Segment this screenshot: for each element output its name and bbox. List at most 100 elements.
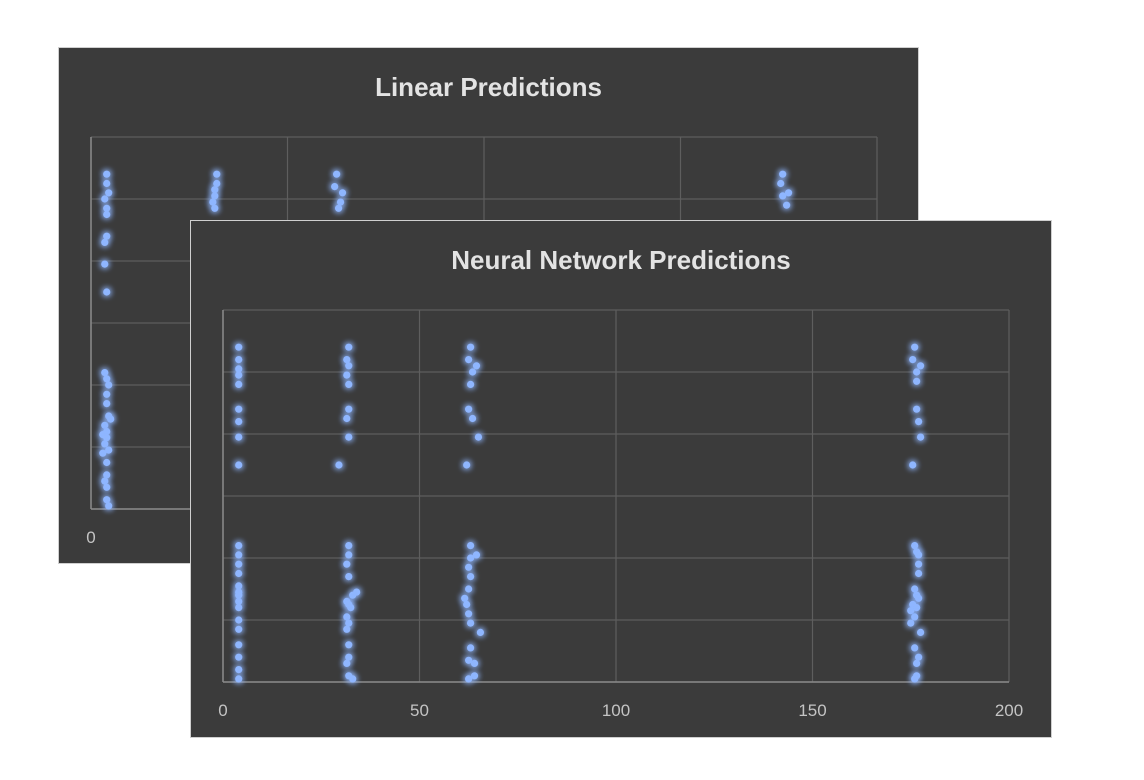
data-point xyxy=(470,659,479,667)
data-point xyxy=(913,659,921,667)
data-point xyxy=(909,356,917,364)
data-point xyxy=(335,461,343,469)
data-point xyxy=(465,610,473,618)
data-point xyxy=(235,666,243,674)
chart-title: Neural Network Predictions xyxy=(451,245,791,275)
data-point xyxy=(331,183,339,191)
data-point xyxy=(343,371,351,379)
data-point xyxy=(235,582,243,590)
data-point xyxy=(915,560,923,568)
data-point xyxy=(235,461,243,469)
data-point xyxy=(345,641,353,649)
nn-plot-area: 0 50 100 150 200 xyxy=(218,309,1023,720)
data-point xyxy=(101,195,109,203)
data-point xyxy=(107,415,115,423)
data-point xyxy=(99,449,107,457)
data-point xyxy=(784,189,793,197)
data-point xyxy=(915,551,923,559)
data-point xyxy=(103,483,111,491)
data-point xyxy=(913,368,921,376)
data-point xyxy=(777,179,785,188)
data-point xyxy=(213,179,221,188)
data-point xyxy=(101,369,109,377)
data-point xyxy=(465,585,473,593)
data-point xyxy=(345,405,353,413)
data-point xyxy=(909,461,917,469)
data-point xyxy=(101,440,109,448)
data-point xyxy=(235,616,243,624)
data-point xyxy=(103,210,111,219)
data-point xyxy=(345,433,353,441)
data-point xyxy=(468,368,477,376)
data-point xyxy=(103,471,111,479)
x-tick-label: 0 xyxy=(86,528,95,547)
data-point xyxy=(913,377,921,385)
data-point xyxy=(235,604,243,612)
data-point xyxy=(235,597,243,605)
data-point xyxy=(235,591,243,599)
x-tick-label: 100 xyxy=(602,701,630,720)
data-point xyxy=(103,400,111,408)
data-point xyxy=(470,672,479,680)
data-point xyxy=(911,613,919,621)
data-point xyxy=(913,405,921,413)
grid xyxy=(222,309,1010,683)
data-point xyxy=(472,551,481,559)
data-point xyxy=(343,414,351,423)
data-point xyxy=(105,502,113,510)
data-point xyxy=(103,496,111,504)
data-point xyxy=(235,560,243,568)
data-point xyxy=(465,356,473,364)
data-point xyxy=(345,653,353,661)
x-tick-label: 150 xyxy=(798,701,826,720)
data-point xyxy=(101,238,109,246)
data-point xyxy=(343,625,351,633)
data-point xyxy=(235,405,243,413)
data-point xyxy=(911,675,919,683)
data-point xyxy=(103,458,111,467)
data-point xyxy=(235,569,243,578)
data-point xyxy=(345,362,353,370)
data-point xyxy=(101,477,109,485)
data-point xyxy=(466,573,475,581)
data-point xyxy=(235,380,243,388)
data-point xyxy=(345,343,353,351)
x-tick-label: 200 xyxy=(995,701,1023,720)
data-point xyxy=(911,585,919,593)
data-point xyxy=(911,343,919,351)
data-point xyxy=(235,625,243,633)
series-predictions xyxy=(235,343,925,683)
data-point xyxy=(915,653,923,661)
data-point xyxy=(466,619,475,627)
data-point xyxy=(911,644,919,652)
data-point xyxy=(466,644,475,652)
data-point xyxy=(235,542,243,550)
data-point xyxy=(466,542,475,550)
data-point xyxy=(463,461,471,469)
data-point xyxy=(465,563,473,571)
data-point xyxy=(466,343,475,351)
data-point xyxy=(345,380,353,388)
data-point xyxy=(343,659,351,667)
data-point xyxy=(105,446,113,454)
data-point xyxy=(779,192,787,200)
data-point xyxy=(343,560,351,568)
data-point xyxy=(235,675,243,683)
data-point xyxy=(343,613,351,621)
data-point xyxy=(103,434,111,442)
data-point xyxy=(101,260,109,268)
data-point xyxy=(235,343,243,351)
data-point xyxy=(907,619,915,627)
x-tick-label: 0 xyxy=(218,701,227,720)
data-point xyxy=(466,554,475,562)
data-point xyxy=(915,594,923,602)
data-point xyxy=(783,201,791,209)
data-point xyxy=(103,204,111,212)
data-point xyxy=(345,551,353,559)
data-point xyxy=(235,418,243,426)
data-point xyxy=(105,381,113,389)
data-point xyxy=(105,189,113,197)
data-point xyxy=(466,380,475,388)
data-point xyxy=(345,573,353,581)
data-point xyxy=(779,170,787,178)
